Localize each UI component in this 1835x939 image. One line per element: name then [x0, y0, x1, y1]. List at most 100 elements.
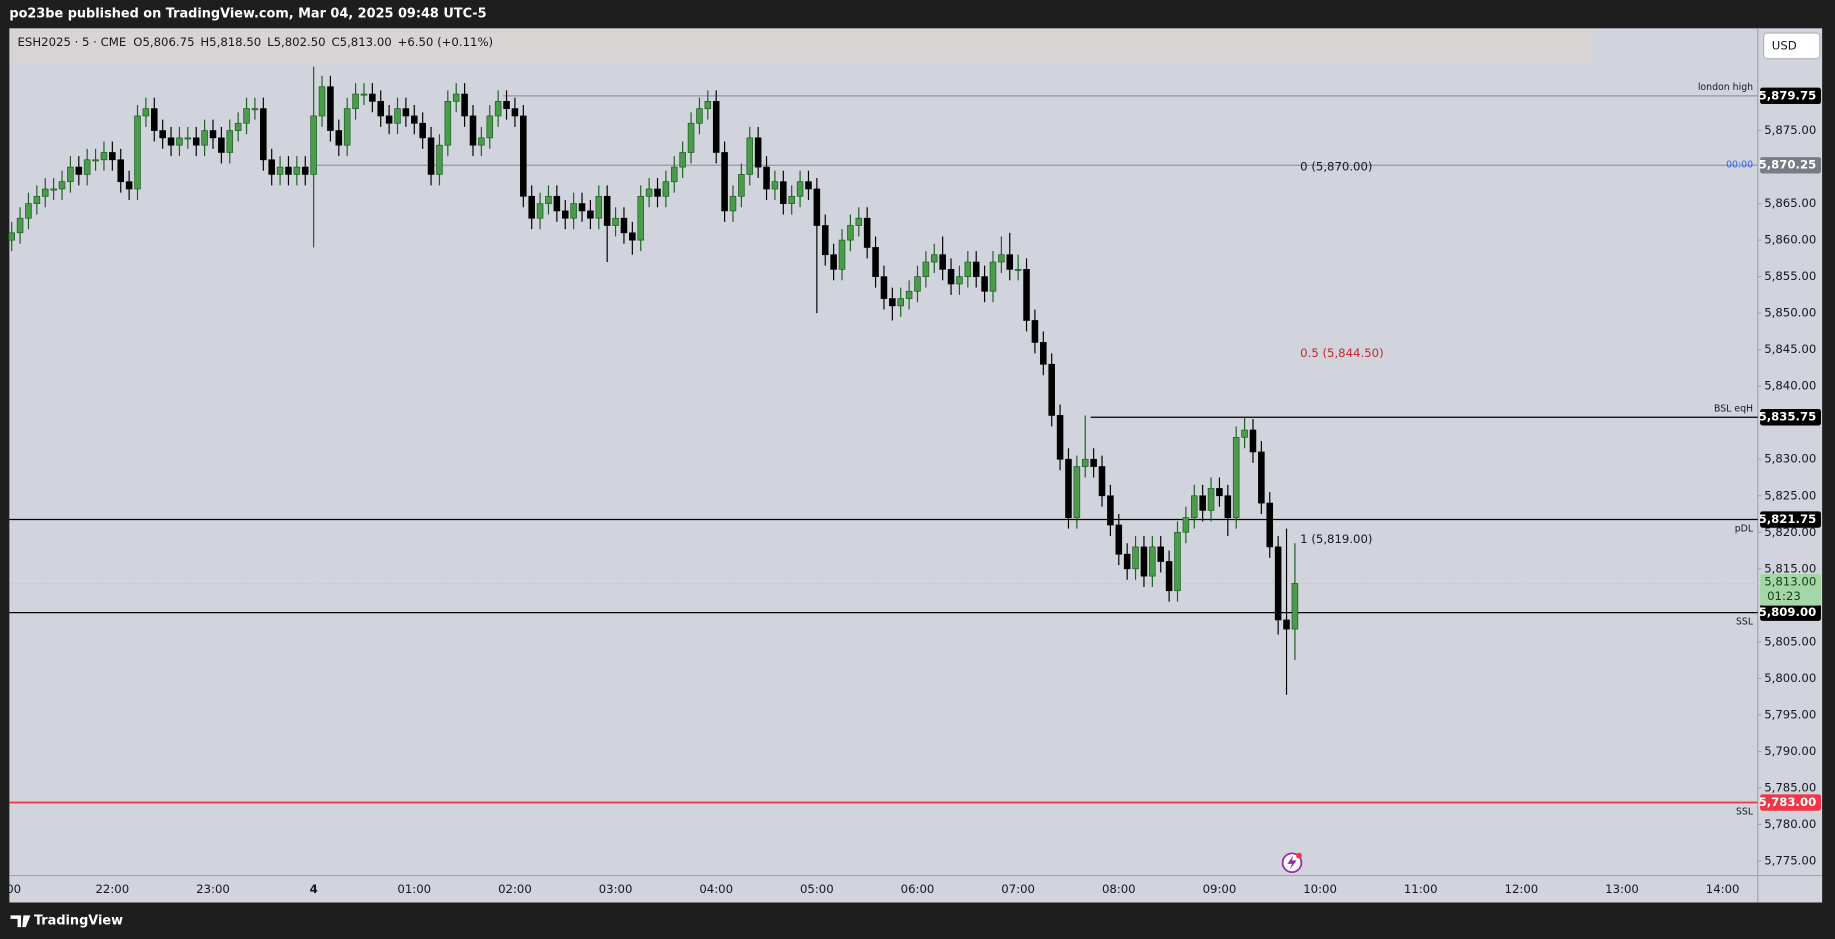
candle-body — [897, 298, 905, 307]
candle-body — [134, 115, 141, 190]
candle-body — [167, 137, 175, 146]
candle-body — [670, 166, 678, 183]
level-label: london high — [1698, 82, 1753, 93]
price-tag — [1760, 511, 1821, 528]
alert-icon[interactable] — [1281, 852, 1303, 873]
candle-body — [939, 254, 946, 270]
candle-body — [335, 130, 343, 146]
candle-body — [1157, 546, 1165, 562]
candle-body — [1291, 583, 1299, 630]
candle-body — [645, 188, 653, 197]
candle-body — [243, 108, 250, 124]
candle-body — [478, 137, 485, 146]
candle-body — [1149, 546, 1156, 577]
candle-body — [947, 268, 955, 285]
brand-mark — [10, 915, 31, 928]
candle-body — [1090, 458, 1097, 467]
candle-body — [637, 195, 645, 241]
candle-body — [813, 188, 821, 226]
candle-body — [1274, 546, 1282, 621]
candle-body — [536, 203, 544, 219]
candle-body — [1014, 268, 1022, 271]
price-tag-label: 5,809.00 — [1759, 605, 1817, 619]
candle-body — [763, 166, 770, 190]
level-label: SSL — [1736, 616, 1754, 627]
published-line: po23be published on TradingView.com, Mar… — [9, 7, 486, 22]
candle-body — [1165, 561, 1173, 592]
candle-body — [494, 100, 502, 117]
brand-logo — [10, 915, 31, 928]
candle-body — [746, 137, 754, 175]
countdown: 01:23 — [1767, 589, 1801, 603]
candle-body — [452, 93, 460, 102]
candle-body — [1132, 546, 1139, 570]
candle-body — [1266, 502, 1274, 548]
y-tick-label: 5,820.00 — [1764, 525, 1816, 539]
candle-body — [1199, 495, 1206, 511]
candle-body — [889, 298, 896, 307]
legend-symbol: ESH2025 · 5 · CME — [18, 35, 127, 49]
candle-body — [729, 195, 737, 212]
candle-body — [486, 115, 494, 139]
candle-body — [1107, 495, 1114, 526]
candle-body — [25, 203, 32, 219]
candle-body — [352, 93, 359, 110]
candle-body — [847, 225, 854, 241]
candle-body — [511, 108, 519, 117]
candle-body — [1073, 466, 1081, 519]
candle-body — [83, 159, 91, 175]
candle-body — [260, 108, 267, 161]
price-tag-label: 5,783.00 — [1759, 795, 1817, 809]
x-tick-label: 01:00 — [397, 882, 431, 896]
x-tick-label: 22:00 — [96, 882, 130, 896]
candle-body — [855, 217, 863, 226]
candle-body — [981, 276, 988, 292]
candle-body — [318, 86, 326, 117]
y-tick-label: 5,855.00 — [1764, 269, 1816, 283]
candle-body — [1048, 363, 1055, 416]
candle-body — [276, 166, 284, 175]
candle-body — [738, 174, 745, 197]
y-tick-label: 5,790.00 — [1764, 744, 1816, 758]
candle-body — [520, 115, 527, 197]
candle-body — [226, 130, 234, 153]
currency-button[interactable] — [1763, 32, 1821, 60]
candle-body — [209, 130, 217, 139]
fib-label: 0 (5,870.00) — [1300, 160, 1372, 174]
candle-body — [872, 247, 879, 277]
candle-body — [821, 225, 829, 256]
candle-body — [956, 276, 963, 285]
x-tick-label: 08:00 — [1102, 882, 1136, 896]
candle-body — [327, 86, 334, 131]
candle-body — [1241, 429, 1248, 438]
candle-body — [201, 130, 208, 146]
candle-body — [1216, 488, 1223, 497]
price-tag-label: 5,879.75 — [1759, 88, 1817, 102]
alert-dot — [1296, 852, 1302, 859]
candle-body — [696, 108, 703, 124]
candle-body — [50, 188, 57, 191]
alert-bolt — [1287, 855, 1297, 870]
price-tag — [1760, 409, 1821, 426]
candle-body — [1023, 268, 1030, 321]
x-tick-label: 06:00 — [901, 882, 935, 896]
candle-body — [184, 137, 192, 140]
y-tick-label: 5,825.00 — [1764, 488, 1816, 502]
candle-body — [1065, 458, 1072, 519]
candle-body — [1056, 415, 1064, 460]
candle-body — [176, 137, 183, 146]
y-tick-label: 5,800.00 — [1764, 671, 1816, 685]
candle-body — [603, 195, 611, 226]
candle-body — [570, 203, 577, 219]
x-tick-label: 02:00 — [498, 882, 532, 896]
candle-body — [620, 217, 628, 234]
candle-body — [561, 210, 569, 219]
current-price-tag — [1760, 574, 1821, 606]
currency-label[interactable]: USD — [1772, 38, 1797, 52]
y-tick-label: 5,860.00 — [1764, 233, 1816, 247]
candle-body — [444, 100, 452, 146]
legend-value: H5,818.50 — [200, 35, 261, 49]
candle-body — [972, 261, 980, 277]
y-tick-label: 5,815.00 — [1764, 561, 1816, 575]
